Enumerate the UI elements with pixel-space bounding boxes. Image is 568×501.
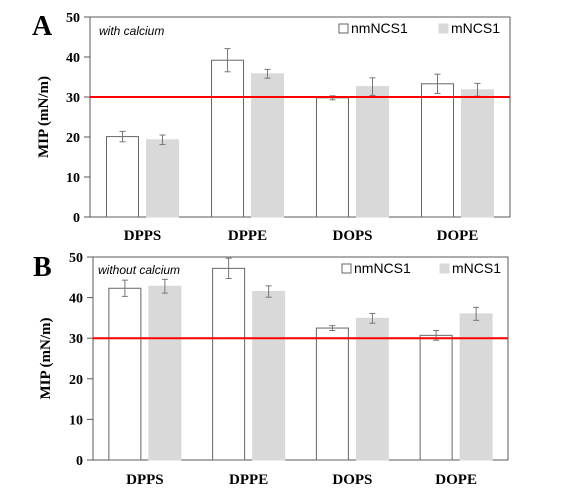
bar-nmncs1-dpps (106, 136, 139, 218)
bar-nmncs1-dops (315, 327, 349, 461)
bar-mncs1-dpps (148, 285, 182, 461)
legend-label-nmncs1: nmNCS1 (354, 260, 411, 276)
bar-mncs1-dops (356, 86, 389, 218)
y-tick-label: 0 (76, 454, 83, 469)
legend-label-mncs1: mNCS1 (451, 20, 500, 36)
x-category-label: DPPS (126, 472, 164, 488)
bar-mncs1-dope (461, 89, 494, 218)
legend-swatch-nmncs1 (341, 263, 352, 274)
y-tick-label: 50 (69, 251, 83, 266)
y-axis-label: MIP (mN/m) (36, 76, 52, 158)
y-axis-label: MIP (mN/m) (38, 317, 54, 399)
panel-label: B (33, 252, 52, 283)
panel-annotation: with calcium (99, 24, 164, 38)
x-category-label: DOPS (332, 472, 372, 488)
bar-nmncs1-dope (421, 83, 454, 218)
y-tick-label: 50 (66, 11, 80, 26)
x-category-label: DOPE (437, 228, 479, 244)
x-category-label: DOPS (332, 228, 372, 244)
legend-swatch-nmncs1 (338, 23, 349, 34)
bar-mncs1-dppe (252, 291, 286, 461)
plot-frame (92, 256, 509, 461)
y-tick-label: 30 (66, 91, 80, 106)
x-category-label: DOPE (435, 472, 477, 488)
bar-nmncs1-dops (316, 97, 349, 218)
panel-a: 0 10 20 30 40 50 DPPS DPPE DOPS DOPE MIP (mN/m) A wi… (32, 11, 511, 244)
y-tick-label: 0 (73, 211, 80, 226)
y-tick-label: 30 (69, 332, 83, 347)
bar-mncs1-dppe (251, 73, 284, 218)
bar-nmncs1-dppe (211, 59, 244, 218)
x-category-label: DPPE (228, 228, 267, 244)
panel-b: 0 10 20 30 40 50 DPPS DPPE DOPS DOPE MIP (mN/m) B wi… (33, 251, 509, 488)
legend-swatch-mncs1 (438, 23, 449, 34)
x-category-label: DPPE (229, 472, 268, 488)
y-tick-label: 10 (66, 171, 80, 186)
y-tick-label: 40 (66, 51, 80, 66)
y-tick-label: 20 (69, 373, 83, 388)
bar-mncs1-dops (355, 317, 389, 461)
bar-nmncs1-dpps (108, 287, 142, 461)
plot-frame (89, 16, 511, 218)
bar-nmncs1-dppe (212, 267, 246, 461)
panel-annotation: without calcium (98, 263, 180, 277)
legend-label-nmncs1: nmNCS1 (351, 20, 408, 36)
bar-mncs1-dpps (146, 139, 179, 218)
x-category-label: DPPS (124, 228, 162, 244)
y-tick-label: 40 (69, 292, 83, 307)
legend-label-mncs1: mNCS1 (452, 260, 501, 276)
y-tick-label: 20 (66, 131, 80, 146)
y-tick-label: 10 (69, 413, 83, 428)
bar-nmncs1-dope (419, 334, 453, 461)
legend-swatch-mncs1 (439, 263, 450, 274)
bar-mncs1-dope (459, 313, 493, 461)
panel-label: A (32, 11, 53, 42)
